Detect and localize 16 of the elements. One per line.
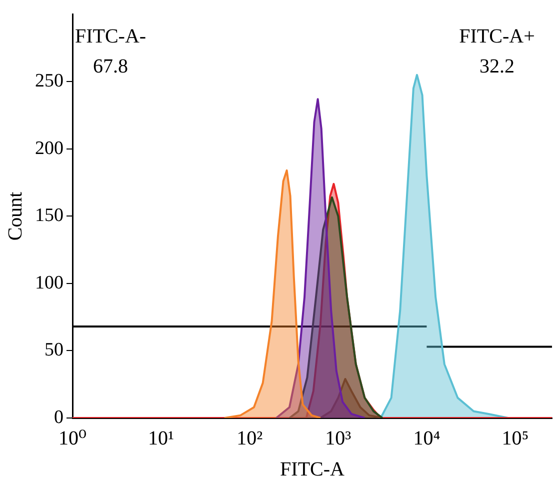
y-tick-label: 200	[35, 138, 64, 159]
x-tick-label: 10⁵	[502, 427, 529, 450]
annotation: FITC-A+ 32.2	[459, 25, 535, 78]
y-tick-label: 50	[44, 340, 64, 361]
x-tick-label: 10¹	[148, 427, 174, 450]
x-tick-label: 10³	[325, 427, 352, 450]
x-tick-label: 10⁴	[413, 427, 440, 450]
y-tick-label: 0	[54, 406, 64, 428]
y-axis-title: Count	[4, 191, 26, 241]
x-tick-label: 10²	[236, 427, 263, 450]
x-axis-title: FITC-A	[280, 458, 346, 480]
y-tick-label: 100	[35, 272, 64, 294]
y-tick-label: 150	[35, 205, 64, 226]
x-tick-label: 10⁰	[58, 427, 87, 450]
annotation: FITC-A- 67.8	[74, 25, 146, 78]
y-tick-label: 250	[35, 70, 64, 92]
